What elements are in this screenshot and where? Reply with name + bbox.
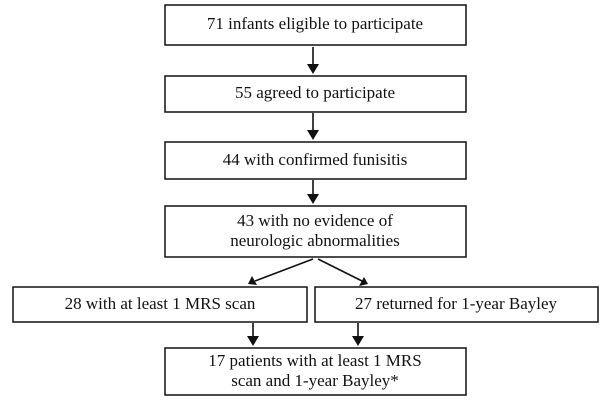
arrow-head: [307, 64, 319, 74]
arrows: [247, 47, 368, 346]
box: [164, 141, 467, 180]
box: [164, 205, 467, 258]
box-label: 17 patients with at least 1 MRS: [208, 351, 421, 370]
arrow-head: [247, 336, 259, 346]
arrow: [317, 258, 363, 282]
box: [164, 75, 467, 113]
box-label: 71 infants eligible to participate: [207, 14, 423, 33]
box: [164, 347, 467, 396]
arrow: [254, 258, 314, 282]
box-label: 27 returned for 1-year Bayley: [355, 294, 558, 313]
box-label: 28 with at least 1 MRS scan: [65, 294, 256, 313]
box: [314, 286, 599, 323]
arrow-head: [307, 130, 319, 140]
box-label: 55 agreed to participate: [235, 83, 395, 102]
box-label: neurologic abnormalities: [230, 231, 399, 250]
box-label: scan and 1-year Bayley*: [231, 371, 399, 390]
box-label: 44 with confirmed funisitis: [223, 150, 408, 169]
arrow-head: [248, 276, 257, 285]
arrow-head: [307, 194, 319, 204]
box: [164, 4, 467, 46]
box: [12, 286, 308, 323]
box-label: 43 with no evidence of: [237, 211, 393, 230]
arrow-head: [359, 277, 368, 286]
arrow-head: [352, 336, 364, 346]
